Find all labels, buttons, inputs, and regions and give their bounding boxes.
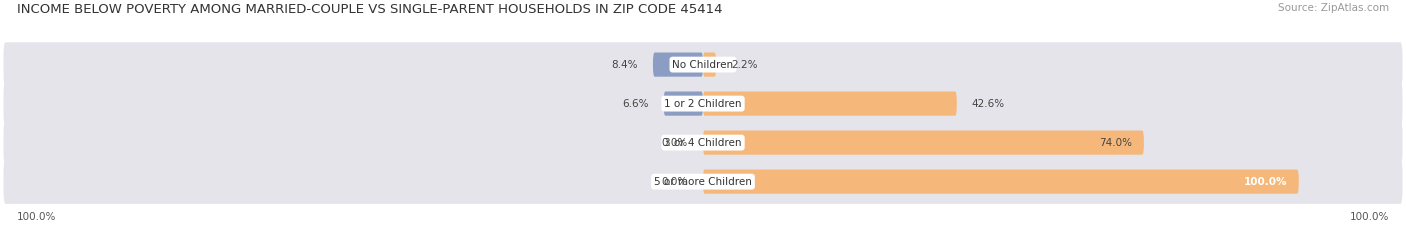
FancyBboxPatch shape: [703, 170, 1299, 194]
FancyBboxPatch shape: [664, 92, 703, 116]
Text: 0.0%: 0.0%: [662, 177, 688, 187]
FancyBboxPatch shape: [4, 42, 1402, 87]
Text: 5 or more Children: 5 or more Children: [654, 177, 752, 187]
Text: 1 or 2 Children: 1 or 2 Children: [664, 99, 742, 109]
Text: Source: ZipAtlas.com: Source: ZipAtlas.com: [1278, 3, 1389, 14]
Text: 74.0%: 74.0%: [1099, 138, 1132, 148]
Text: 3 or 4 Children: 3 or 4 Children: [664, 138, 742, 148]
FancyBboxPatch shape: [703, 92, 957, 116]
Text: 0.0%: 0.0%: [662, 138, 688, 148]
Text: 8.4%: 8.4%: [612, 60, 638, 70]
Text: No Children: No Children: [672, 60, 734, 70]
FancyBboxPatch shape: [4, 159, 1402, 204]
Text: 6.6%: 6.6%: [623, 99, 648, 109]
Text: 100.0%: 100.0%: [1243, 177, 1286, 187]
FancyBboxPatch shape: [4, 81, 1402, 126]
FancyBboxPatch shape: [652, 52, 703, 77]
Text: 2.2%: 2.2%: [731, 60, 758, 70]
FancyBboxPatch shape: [703, 52, 716, 77]
Text: 42.6%: 42.6%: [972, 99, 1005, 109]
FancyBboxPatch shape: [4, 120, 1402, 165]
Text: 100.0%: 100.0%: [1350, 212, 1389, 222]
Text: 100.0%: 100.0%: [17, 212, 56, 222]
FancyBboxPatch shape: [703, 130, 1144, 155]
Text: INCOME BELOW POVERTY AMONG MARRIED-COUPLE VS SINGLE-PARENT HOUSEHOLDS IN ZIP COD: INCOME BELOW POVERTY AMONG MARRIED-COUPL…: [17, 3, 723, 17]
